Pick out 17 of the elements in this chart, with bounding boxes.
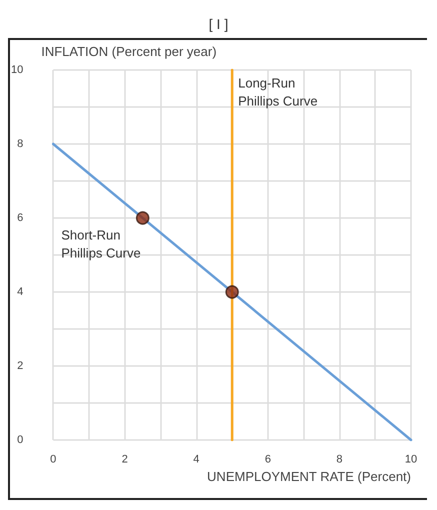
x-tick-label: 2 [122, 454, 128, 466]
y-tick-label: 8 [17, 138, 24, 150]
y-tick-label: 10 [10, 64, 24, 76]
x-axis-title: UNEMPLOYMENT RATE (Percent) [207, 469, 411, 484]
x-tick-label: 10 [404, 454, 418, 466]
series-label: Long-Run Phillips Curve [238, 76, 318, 108]
x-tick-label: 6 [264, 454, 271, 466]
x-tick-label: 4 [193, 454, 200, 466]
y-axis-title: INFLATION (Percent per year) [41, 44, 217, 59]
chart-title: [ I ] [208, 16, 228, 32]
x-tick-label: 8 [336, 454, 343, 466]
y-tick-label: 2 [17, 360, 24, 372]
y-tick-label: 4 [17, 286, 24, 298]
series-label: Short-Run Phillips Curve [61, 228, 141, 260]
x-tick-label: 0 [50, 454, 56, 466]
y-tick-label: 0 [17, 434, 24, 446]
y-tick-label: 6 [17, 212, 24, 224]
